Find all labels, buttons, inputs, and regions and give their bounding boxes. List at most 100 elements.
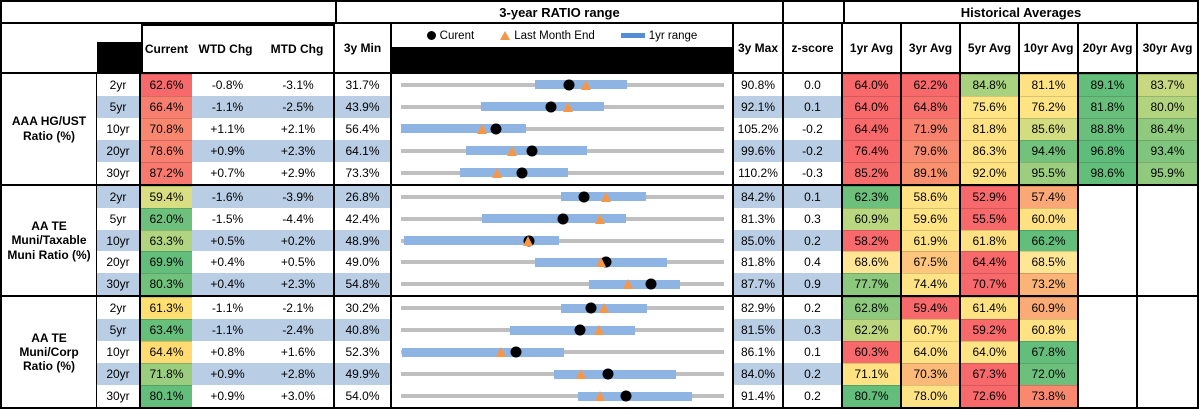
min-3y-cell: 40.8% [335,319,392,342]
max-3y-cell: 84.2% [734,185,784,208]
historical-avg-cell: 81.8% [961,117,1020,140]
ratio-group: AAA HG/UST Ratio (%) 2yr 62.6% -0.8% -3.1% 31… [2,74,1197,186]
historical-avg-cell [1138,341,1197,364]
historical-avg-cell: 76.2% [1020,95,1079,118]
range-track-3y [400,238,724,243]
historical-avg-cell: 78.0% [902,385,961,408]
historical-avg-cell: 84.8% [961,74,1020,96]
tenor-cell: 2yr [97,74,141,96]
historical-avg-cell [1138,297,1197,320]
table-row: 5yr 63.4% -1.1% -2.4% 40.8% 81.5% 0.3 62.2% 60.7… [97,319,1197,342]
range-bar-1yr [510,325,635,335]
wtd-chg-cell: +0.9% [210,389,245,404]
historical-avg-cell: 85.2% [843,161,902,184]
historical-avg-cell: 60.9% [1020,297,1079,320]
current-value-cell: 78.6% [141,139,192,162]
ratio-group: AA TE Muni/Corp Ratio (%) 2yr 61.3% -1.1% -2… [2,297,1197,408]
historical-avg-cell [1138,319,1197,342]
max-3y-cell: 105.2% [734,117,784,140]
legend-1yr-range: 1yr range [620,30,697,42]
current-value-cell: 64.4% [141,341,192,364]
current-value-cell: 62.0% [141,207,192,230]
legend-current-label: Curent [439,29,475,42]
historical-avg-cell [1138,229,1197,252]
tenor-cell: 20yr [97,363,141,386]
min-3y-cell: 73.3% [335,161,392,184]
historical-avg-cell: 64.4% [843,117,902,140]
range-track-3y [400,126,724,131]
zscore-cell: 0.4 [784,251,843,274]
historical-avg-cell [1079,363,1138,386]
mtd-chg-cell: -2.1% [263,297,335,320]
range-chart-cell [392,139,734,162]
historical-avg-cell [1138,385,1197,408]
mtd-chg-cell: +2.9% [263,161,335,184]
mtd-chg-cell: +0.2% [263,229,335,252]
range-bar-1yr [577,391,693,401]
historical-avg-cell: 62.8% [843,297,902,320]
legend-last-month: Last Month End [500,30,595,42]
tenor-cell: 5yr [97,95,141,118]
historical-avg-cell: 75.6% [961,95,1020,118]
historical-avg-cell: 94.4% [1020,139,1079,162]
range-chart-cell [392,297,734,320]
wtd-chg-cell: +0.8% [210,345,245,360]
min-3y-cell: 64.1% [335,139,392,162]
avg-column-header-30yr: 30yr Avg [1142,41,1193,55]
historical-averages-title: Historical Averages [843,2,1197,22]
max-3y-cell: 81.3% [734,207,784,230]
group-rows: 2yr 61.3% -1.1% -2.1% 30.2% 82.9% 0.2 62.8% 59.4… [97,297,1197,408]
historical-avg-cell: 60.9% [843,207,902,230]
wtd-chg-cell: +0.4% [210,255,245,270]
group-rows: 2yr 59.4% -1.6% -3.9% 26.8% 84.2% 0.1 62.3% 58.6… [97,185,1197,296]
current-value-cell: 80.3% [141,273,192,296]
current-dot-marker [516,167,528,179]
legend-current: Curent [426,29,475,42]
wtd-chg-cell: -1.5% [211,211,244,226]
mtd-chg-cell: +0.5% [263,251,335,274]
historical-avg-cell: 64.0% [843,95,902,118]
historical-avg-cell: 72.6% [961,385,1020,408]
min-3y-cell: 31.7% [335,74,392,96]
current-dot-marker [545,101,557,113]
historical-avg-cell [1079,319,1138,342]
range-chart-cell [392,341,734,364]
tenor-cell: 30yr [97,161,141,184]
mtd-chg-cell: +3.0% [263,385,335,408]
last-month-triangle-marker [522,235,533,246]
mtd-chg-column-header: MTD Chg [270,42,324,56]
header-row-columns: Current WTD Chg MTD Chg 3y Min Curent La… [2,24,1197,74]
historical-avg-cell [1138,363,1197,386]
range-bar-1yr [534,80,627,90]
mtd-chg-cell: +2.3% [263,139,335,162]
max-3y-cell: 86.1% [734,341,784,364]
historical-avg-cell: 88.8% [1079,117,1138,140]
range-chart-cell [392,251,734,274]
historical-avg-cell: 92.0% [961,161,1020,184]
range-chart-cell [392,95,734,118]
last-month-triangle-marker [594,213,605,224]
historical-avg-cell [1079,385,1138,408]
historical-avg-cell: 64.0% [961,341,1020,364]
mtd-chg-cell: +2.1% [263,117,335,140]
zscore-cell: 0.2 [784,385,843,408]
group-header-spacer [2,24,97,72]
zscore-cell: 0.0 [784,74,843,96]
table-row: 20yr 71.8% +0.9% +2.8% 49.9% 84.0% 0.2 71.1% 70.… [97,363,1197,386]
current-dot-marker [563,79,575,91]
historical-avg-cell [1079,297,1138,320]
current-dot-marker [510,346,522,358]
range-bar-1yr [481,214,626,224]
ratio-group: AA TE Muni/Taxable Muni Ratio (%) 2yr 59.4… [2,185,1197,298]
wtd-chg-cell: +0.4% [210,277,245,292]
current-wtd-mtd-header: Current WTD Chg MTD Chg [141,24,335,72]
current-value-cell: 66.4% [141,95,192,118]
tenor-cell: 2yr [97,297,141,320]
header-top-zscore-spacer [784,2,843,22]
historical-avg-cell: 95.5% [1020,161,1079,184]
header-top-left-spacer [2,2,335,22]
historical-avg-cell [1079,341,1138,364]
zscore-cell: 0.1 [784,185,843,208]
table-row: 10yr 70.8% +1.1% +2.1% 56.4% 105.2% -0.2 64.4% 7… [97,117,1197,140]
wtd-chg-cell: -1.6% [211,189,244,204]
